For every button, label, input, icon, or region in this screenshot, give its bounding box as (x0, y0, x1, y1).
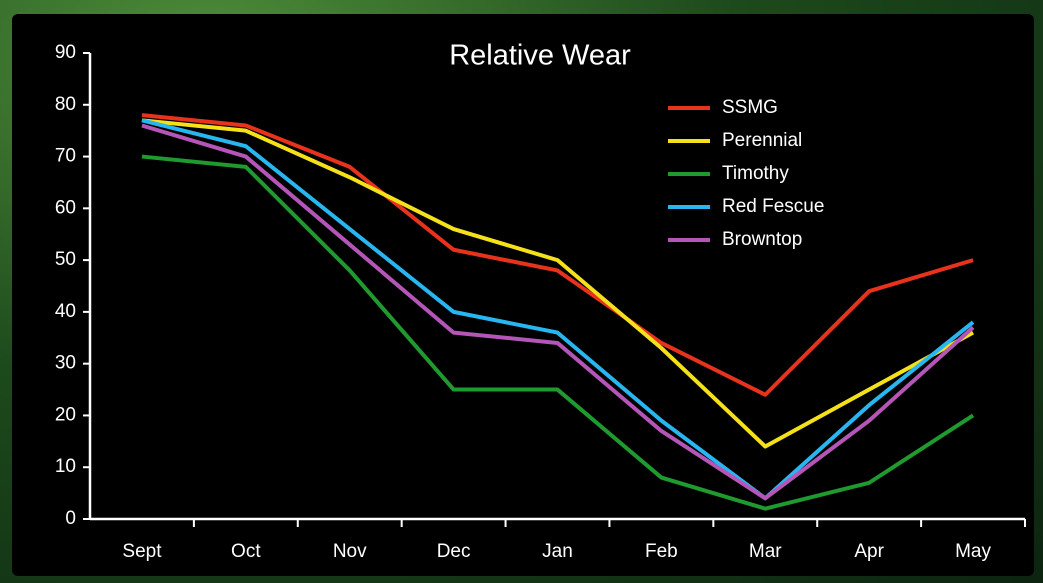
series-line (141, 113, 974, 397)
x-tick-label: Dec (437, 541, 471, 562)
x-tick-label: Oct (231, 541, 261, 562)
legend-label: Timothy (722, 163, 789, 184)
legend-label: Red Fescue (722, 196, 824, 217)
series-line (141, 118, 975, 449)
y-tick-label: 70 (55, 146, 76, 167)
y-tick-label: 30 (55, 353, 76, 374)
x-tick-label: Feb (645, 541, 678, 562)
legend-label: Browntop (722, 229, 802, 250)
legend-label: Perennial (722, 130, 802, 151)
x-tick-label: Nov (333, 541, 367, 562)
series-line (141, 123, 975, 501)
x-tick-label: Sept (122, 541, 162, 562)
y-tick-label: 20 (55, 404, 76, 425)
series-line (141, 154, 975, 511)
y-tick-label: 50 (55, 249, 76, 270)
y-tick-label: 80 (55, 94, 76, 115)
y-tick-label: 40 (55, 301, 76, 322)
x-tick-label: May (955, 541, 991, 562)
y-tick-label: 0 (65, 508, 76, 529)
y-tick-label: 10 (55, 456, 76, 477)
x-tick-label: Jan (542, 541, 573, 562)
legend-label: SSMG (722, 97, 778, 118)
series-line (141, 118, 975, 501)
y-tick-label: 90 (55, 42, 76, 63)
chart-title: Relative Wear (449, 40, 631, 72)
y-tick-label: 60 (55, 197, 76, 218)
x-tick-label: Mar (749, 541, 782, 562)
x-tick-label: Apr (854, 541, 884, 562)
